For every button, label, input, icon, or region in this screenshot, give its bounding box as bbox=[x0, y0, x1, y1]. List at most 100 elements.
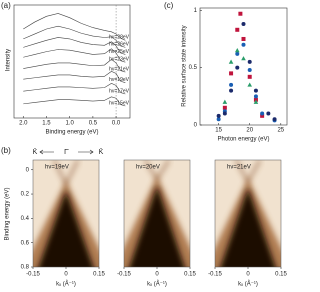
spectrum-label: hν=21eV bbox=[109, 66, 130, 72]
x-tick-label: 0.5 bbox=[89, 121, 98, 127]
point bbox=[260, 113, 265, 118]
point bbox=[241, 56, 246, 61]
plot-frame bbox=[199, 7, 288, 126]
point bbox=[222, 105, 227, 110]
y-tick-label: 1 bbox=[194, 8, 198, 14]
y-tick-label: 0.4 bbox=[21, 216, 30, 222]
spectrum bbox=[23, 48, 126, 63]
image-title: hν=19eV bbox=[45, 165, 69, 171]
point bbox=[247, 82, 253, 87]
point bbox=[235, 51, 240, 56]
x-axis-label: kₓ (Å⁻¹) bbox=[56, 281, 76, 288]
x-tick-label: 15 bbox=[215, 128, 222, 134]
point bbox=[260, 111, 265, 116]
spectrum bbox=[23, 71, 126, 83]
point bbox=[229, 71, 234, 76]
point bbox=[253, 94, 258, 99]
x-tick-label: 0.15 bbox=[93, 272, 105, 278]
point bbox=[234, 48, 240, 53]
x-axis-label: Photon energy (eV) bbox=[217, 137, 269, 143]
arpes-image bbox=[33, 160, 99, 267]
arpes-image bbox=[215, 160, 281, 267]
point bbox=[247, 67, 252, 72]
spectrum-label: hν=26eV bbox=[109, 42, 130, 48]
point bbox=[241, 42, 246, 47]
upper-cone bbox=[52, 160, 80, 188]
spectrum-label: hν=15eV bbox=[109, 100, 130, 106]
image-title: hν=21eV bbox=[227, 165, 251, 171]
x-axis-label: kₓ (Å⁻¹) bbox=[147, 281, 167, 288]
y-tick-label: 0.6 bbox=[21, 240, 30, 246]
point bbox=[235, 27, 240, 32]
point bbox=[229, 82, 234, 87]
x-tick-label: 0 bbox=[246, 272, 250, 278]
spectrum-label: hν=28eV bbox=[109, 35, 130, 41]
x-tick-label: -0.15 bbox=[26, 272, 40, 278]
y-axis-label: Binding energy (eV) bbox=[5, 187, 11, 240]
spectrum bbox=[23, 25, 126, 48]
point bbox=[222, 111, 227, 116]
x-tick-label: 0 bbox=[155, 272, 159, 278]
point bbox=[222, 99, 228, 104]
spectrum-label: hν=19eV bbox=[109, 77, 130, 83]
point bbox=[235, 65, 240, 70]
point bbox=[272, 117, 277, 122]
y-tick-label: 0 bbox=[194, 123, 198, 129]
x-axis-label: kₓ (Å⁻¹) bbox=[238, 281, 258, 288]
point bbox=[216, 117, 221, 122]
upper-cone bbox=[234, 160, 262, 185]
x-tick-label: 20 bbox=[246, 128, 253, 134]
point bbox=[253, 88, 258, 93]
y-tick-label: 0.8 bbox=[21, 265, 30, 271]
x-tick-label: 1.5 bbox=[42, 121, 51, 127]
arrow bbox=[39, 149, 54, 155]
direction-label: Γ̄ bbox=[64, 149, 69, 156]
image-title: hν=20eV bbox=[136, 165, 160, 171]
arrow bbox=[78, 149, 94, 155]
panel-label: (b) bbox=[1, 146, 11, 155]
point bbox=[241, 36, 246, 41]
x-tick-label: 0.15 bbox=[275, 272, 287, 278]
point bbox=[247, 74, 252, 79]
x-tick-label: 0 bbox=[64, 272, 68, 278]
x-tick-label: 0.15 bbox=[184, 272, 196, 278]
x-tick-label: 0.0 bbox=[112, 121, 121, 127]
spectrum-label: hν=25eV bbox=[109, 49, 130, 55]
spectrum bbox=[23, 13, 126, 41]
point bbox=[241, 22, 246, 27]
x-tick-label: 2.0 bbox=[19, 121, 28, 127]
spectrum bbox=[23, 83, 126, 95]
x-tick-label: 1.0 bbox=[66, 121, 75, 127]
arpes-image bbox=[124, 160, 190, 267]
spectrum bbox=[23, 37, 126, 55]
spectrum bbox=[23, 58, 126, 73]
x-tick-label: -0.15 bbox=[208, 272, 222, 278]
plot-frame bbox=[13, 4, 131, 119]
spectrum bbox=[23, 96, 126, 107]
panel-label: (c) bbox=[164, 1, 174, 10]
point bbox=[228, 59, 234, 64]
y-tick-label: 0.5 bbox=[189, 65, 198, 71]
panel-label: (a) bbox=[1, 1, 11, 10]
y-tick-label: 0 bbox=[26, 167, 30, 173]
x-tick-label: -0.15 bbox=[117, 272, 131, 278]
direction-label: K̄ bbox=[99, 148, 104, 156]
point bbox=[238, 11, 243, 16]
point bbox=[266, 111, 271, 116]
point bbox=[229, 88, 234, 93]
point bbox=[247, 59, 252, 64]
upper-cone bbox=[143, 160, 171, 182]
spectrum-label: hν=23eV bbox=[109, 57, 130, 63]
y-axis-label: Relative surface state intensity bbox=[182, 25, 188, 106]
y-axis-label: Intensity bbox=[6, 49, 12, 71]
band-inner bbox=[38, 190, 94, 267]
point bbox=[216, 113, 221, 118]
x-axis-label: Binding energy (eV) bbox=[45, 130, 98, 136]
figure: (a) 2.0 1.5 1.0 0.5 0.0 Binding energy (eV) Int… bbox=[1, 1, 288, 288]
direction-label: K̄ bbox=[33, 148, 38, 156]
point bbox=[253, 99, 259, 104]
y-tick-label: 0.2 bbox=[21, 192, 30, 198]
spectrum-label: hν=17eV bbox=[109, 88, 130, 94]
band-inner bbox=[220, 187, 276, 267]
x-tick-label: 25 bbox=[277, 128, 284, 134]
